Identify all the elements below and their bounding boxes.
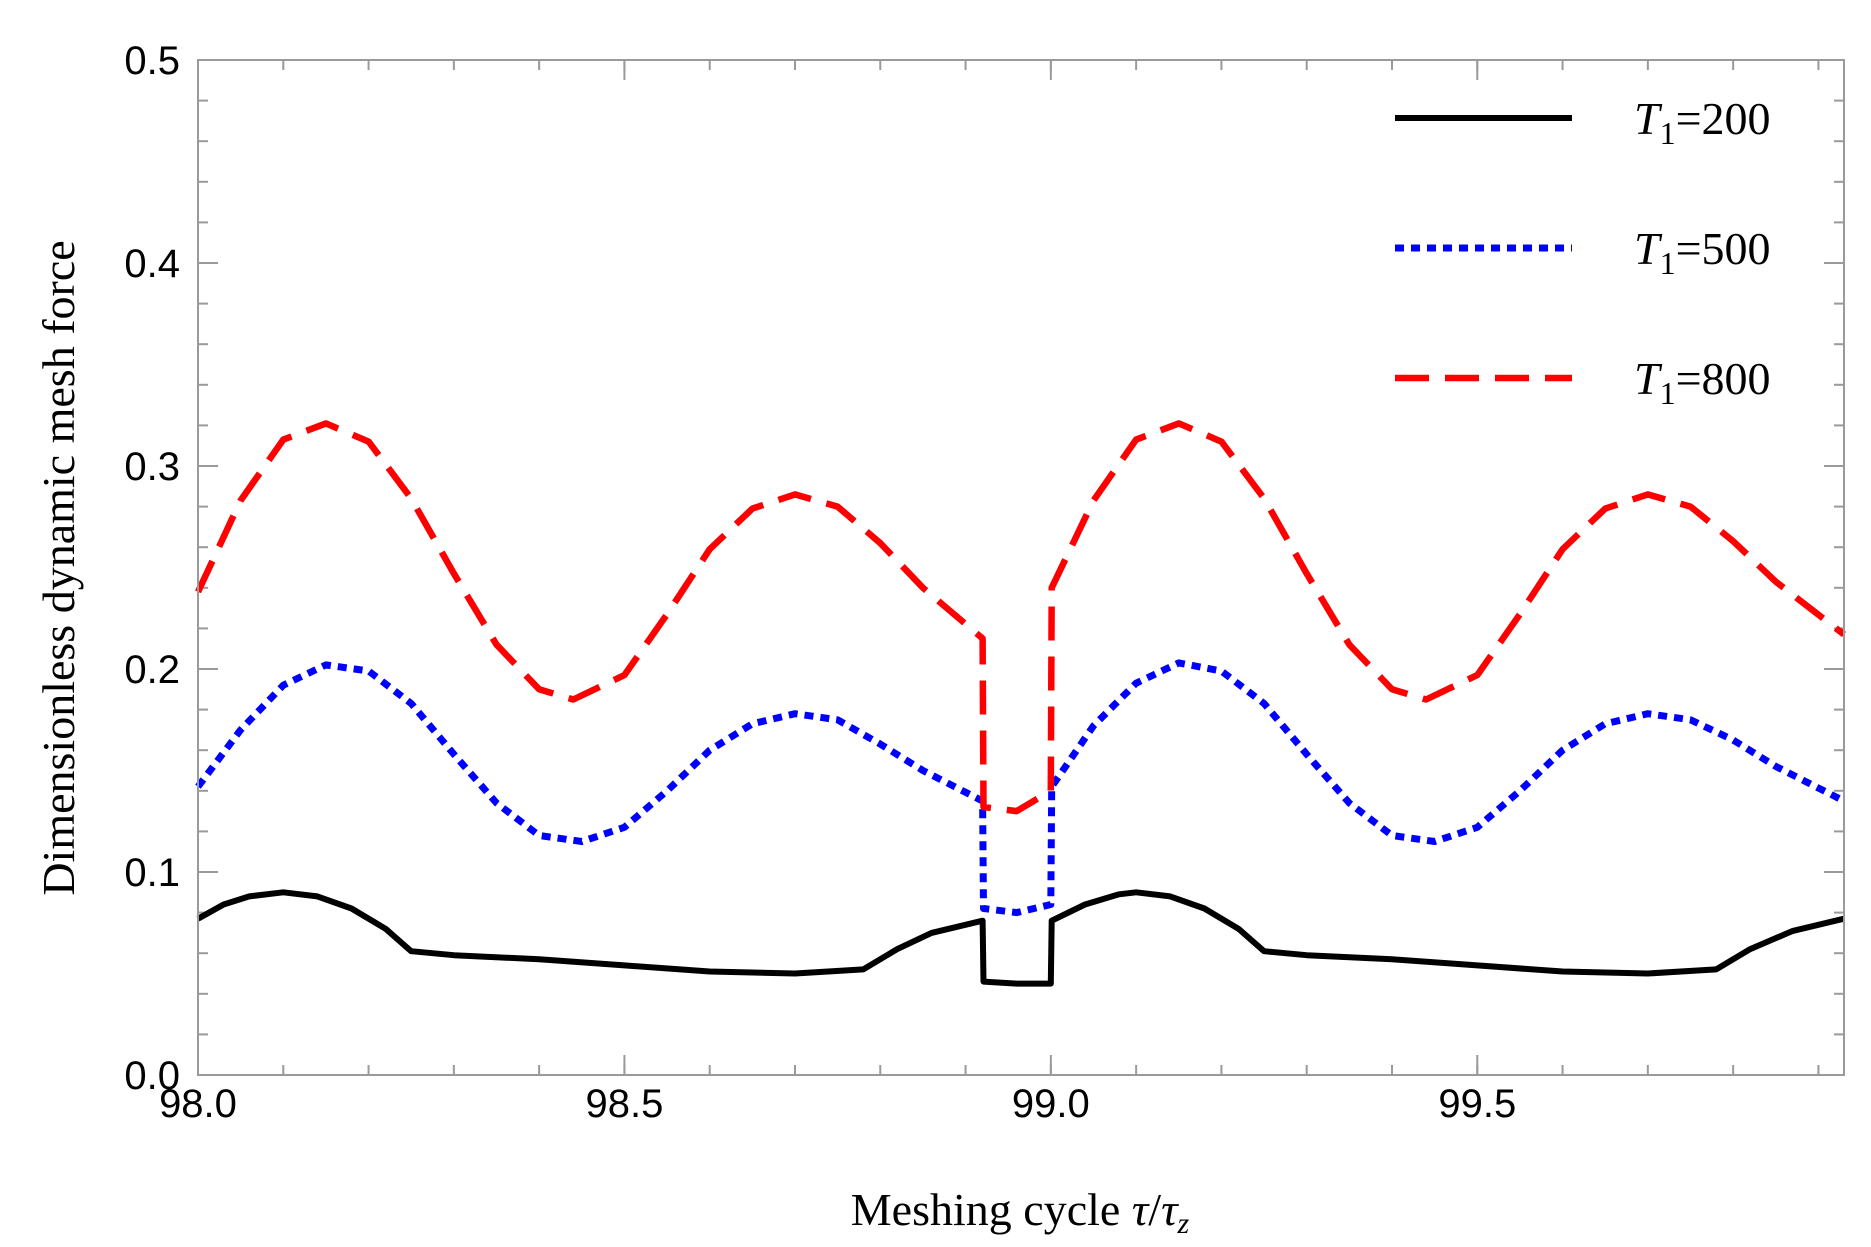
- x-tick-label: 99.5: [1438, 1082, 1516, 1126]
- legend-label: T1=800: [1634, 353, 1771, 411]
- y-tick-label: 0.4: [124, 242, 180, 286]
- major-ticks: [197, 59, 1844, 1076]
- y-tick-label: 0.3: [124, 445, 180, 489]
- plot-frame: [197, 59, 1845, 1076]
- legend-label: T1=200: [1634, 93, 1771, 151]
- series-line-t1-500: [195, 659, 1846, 917]
- series-layer: [195, 420, 1846, 987]
- minor-ticks: [197, 59, 1844, 1076]
- x-tick-label: 99.0: [1012, 1082, 1090, 1126]
- y-tick-label: 0.1: [124, 851, 180, 895]
- series-line-t1-200: [196, 889, 1845, 987]
- y-tick-label: 0.0: [124, 1054, 180, 1098]
- legend: T1=200 T1=500 T1=800: [1395, 93, 1771, 411]
- y-axis-title: Dimensionless dynamic mesh force: [33, 240, 84, 895]
- legend-label: T1=500: [1634, 223, 1771, 281]
- x-tick-label: 98.0: [159, 1082, 237, 1126]
- y-tick-label: 0.5: [124, 39, 180, 83]
- y-tick-label: 0.2: [124, 648, 180, 692]
- series-line-t1-800: [195, 420, 1846, 815]
- y-tick-labels: 0.0 0.1 0.2 0.3 0.4 0.5: [124, 39, 180, 1098]
- x-tick-labels: 98.0 98.5 99.0 99.5: [159, 1082, 1516, 1126]
- x-axis-title: Meshing cycle τ/τz: [851, 1184, 1190, 1240]
- x-tick-label: 98.5: [585, 1082, 663, 1126]
